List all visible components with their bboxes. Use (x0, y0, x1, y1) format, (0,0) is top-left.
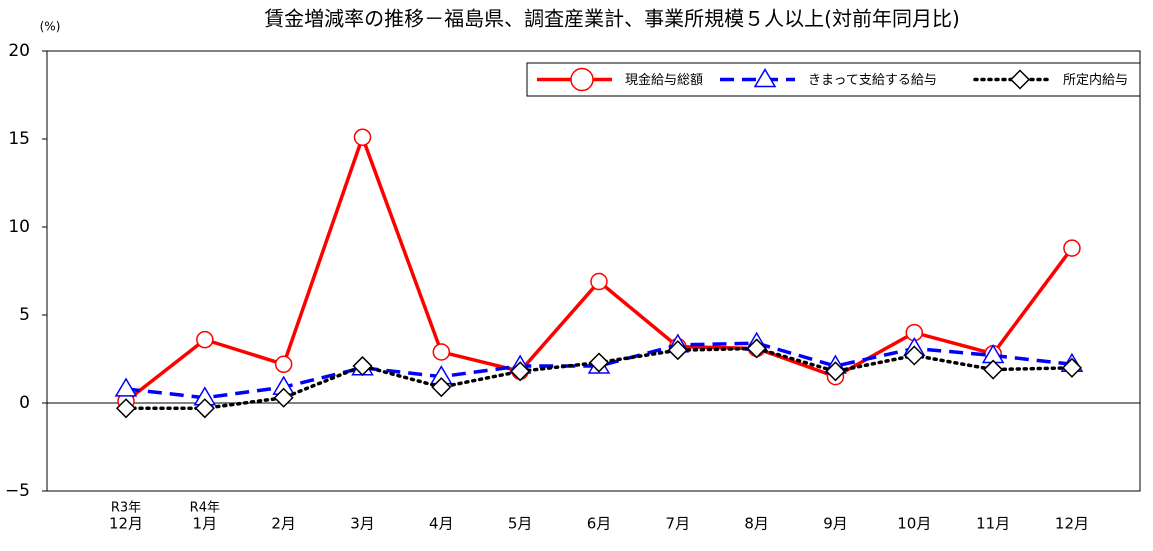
y-tick-label: 10 (8, 217, 30, 237)
legend-marker (753, 68, 777, 88)
y-tick-label: 20 (8, 41, 30, 61)
data-point (115, 398, 137, 419)
data-point (432, 343, 451, 361)
legend-marker (1009, 69, 1031, 90)
x-tick-label: 1月 (193, 515, 218, 533)
data-point (196, 330, 214, 349)
data-point (590, 272, 608, 291)
chart-title: 賃金増減率の推移－福島県、調査産業計、事業所規模５人以上(対前年同月比) (264, 7, 960, 31)
plot-frame (46, 50, 1141, 492)
data-point (274, 355, 293, 374)
data-point (746, 338, 767, 359)
y-tick-label: 5 (19, 305, 30, 325)
data-point (353, 128, 372, 146)
x-tick-label: 7月 (666, 515, 691, 533)
y-tick-label: 0 (19, 393, 30, 413)
data-point (904, 345, 925, 366)
data-point (114, 377, 138, 397)
x-tick-label: 6月 (587, 515, 612, 533)
y-tick-label: −5 (5, 481, 30, 501)
x-tick-label: 2月 (271, 515, 296, 533)
x-tick-label: 8月 (744, 515, 769, 533)
data-point (825, 361, 846, 382)
x-tick-label: 11月 (976, 515, 1010, 533)
x-tick-year: R3年 (111, 501, 141, 516)
data-point (667, 340, 688, 361)
data-point (983, 359, 1004, 380)
data-point (1063, 239, 1081, 257)
legend-label: きまって支給する給与 (808, 73, 937, 88)
x-tick-label: 12月 (1055, 515, 1089, 533)
legend-marker (570, 67, 594, 92)
x-tick-label: 4月 (429, 515, 454, 533)
data-point (1061, 357, 1083, 378)
data-point (352, 355, 373, 377)
x-tick-label: 10月 (897, 515, 931, 533)
legend-label: 所定内給与 (1063, 72, 1128, 88)
x-tick-label: 5月 (508, 515, 533, 533)
y-tick-label: 15 (8, 129, 30, 149)
data-point (510, 361, 531, 382)
data-point (588, 352, 610, 373)
data-point (431, 377, 452, 398)
x-tick-year: R4年 (190, 501, 220, 516)
legend-label: 現金給与総額 (625, 72, 703, 88)
data-point (194, 398, 215, 419)
data-point (273, 387, 294, 408)
x-tick-label: 3月 (350, 515, 375, 533)
x-tick-label: 12月 (109, 515, 143, 533)
x-tick-label: 9月 (823, 515, 848, 533)
y-unit: (%) (40, 20, 61, 34)
